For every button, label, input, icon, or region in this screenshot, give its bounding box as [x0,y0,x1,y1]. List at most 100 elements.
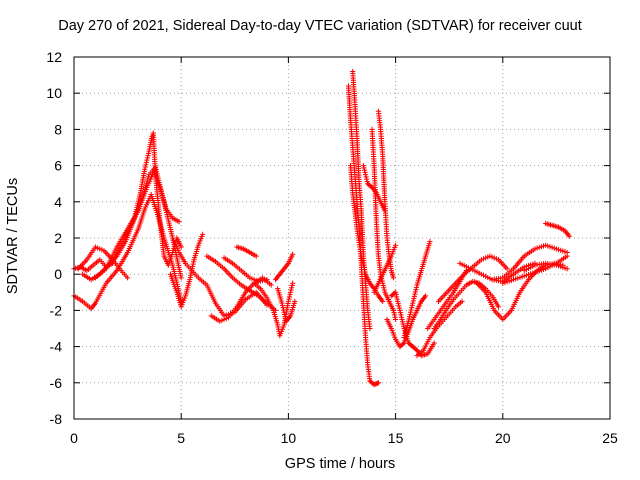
chart-title: Day 270 of 2021, Sidereal Day-to-day VTE… [58,18,582,34]
data-point [393,289,399,295]
data-point [407,311,413,318]
data-point [363,174,369,180]
data-point [289,285,295,291]
y-tick-label: 4 [54,194,62,210]
data-point [399,316,405,323]
series-track-7 [170,235,270,319]
data-point [431,340,437,346]
data-point [279,300,285,306]
series-track-20 [360,163,388,214]
data-point [144,157,150,163]
data-point [393,291,399,298]
series-track-25 [414,298,465,359]
data-point [282,311,288,318]
data-point [362,269,368,275]
data-point [410,298,416,304]
data-point [145,150,152,156]
data-point [394,294,400,300]
data-point [401,323,407,329]
data-point [412,291,418,297]
series-track-23 [388,289,437,359]
data-point [393,242,399,248]
data-point [285,298,291,304]
data-point [178,244,184,250]
data-point [408,309,414,315]
data-point [381,287,387,293]
x-tick-label: 0 [70,430,78,446]
data-point [396,305,402,311]
data-point [495,304,502,310]
data-point [142,164,148,170]
x-tick-label: 10 [281,430,297,446]
series-track-3 [79,130,184,283]
axis-ticks: 0 5 10 15 20 25 -8 -6 -4 -2 0 2 4 6 8 10 12 [46,49,618,446]
data-point [400,341,406,347]
data-point [178,275,184,281]
data-point [398,314,405,320]
series-track-17 [347,163,386,304]
data-point [281,309,287,315]
series-track-31 [489,242,570,283]
data-point [423,293,429,299]
data-point [362,169,368,175]
grid-lines [74,57,610,419]
series-track-19 [375,108,397,281]
data-point [280,307,287,313]
y-tick-label: 0 [54,266,62,282]
data-point [405,318,412,324]
data-point [359,258,365,264]
data-point [359,255,365,261]
data-point [361,167,368,173]
data-point [409,305,415,311]
series-track-32 [500,253,570,286]
series-track-11 [234,244,259,259]
plot-frame [73,56,611,420]
series-track-13 [275,286,298,324]
data-point [288,287,294,293]
y-tick-label: 12 [46,49,62,65]
data-point [427,239,433,245]
data-point [360,163,367,169]
series-track-14 [272,251,296,283]
data-point [406,316,412,322]
data-point [395,298,401,304]
data-point [380,298,386,304]
data-point [411,293,417,299]
data-point [409,302,415,309]
data-point [411,296,417,302]
x-tick-label: 25 [602,430,618,446]
data-point [279,302,286,309]
data-point [253,253,259,259]
data-point [364,176,370,182]
data-point [392,314,398,320]
data-point [364,178,370,185]
data-point [290,251,296,257]
y-tick-label: -2 [50,302,63,318]
series-track-30 [474,260,566,323]
data-point [264,277,270,283]
data-point [360,260,366,266]
data-point [395,301,401,307]
data-point [142,166,148,172]
data-point [287,289,294,295]
series-track-33 [521,260,570,274]
y-tick-label: -8 [50,411,63,427]
data-point [390,307,397,313]
y-tick-label: 10 [46,85,62,101]
series-track-24 [401,239,433,341]
series-track-16 [350,68,373,332]
series-track-34 [543,220,572,239]
data-point [290,280,296,286]
data-point [459,298,465,304]
x-tick-label: 20 [495,430,511,446]
data-point [391,312,398,318]
data-point [143,159,149,166]
data-point [566,233,572,239]
data-point [367,325,373,332]
data-point [408,307,414,313]
data-point [413,284,420,290]
series-track-5 [75,244,131,281]
data-point [564,253,570,259]
data-point [381,285,387,291]
